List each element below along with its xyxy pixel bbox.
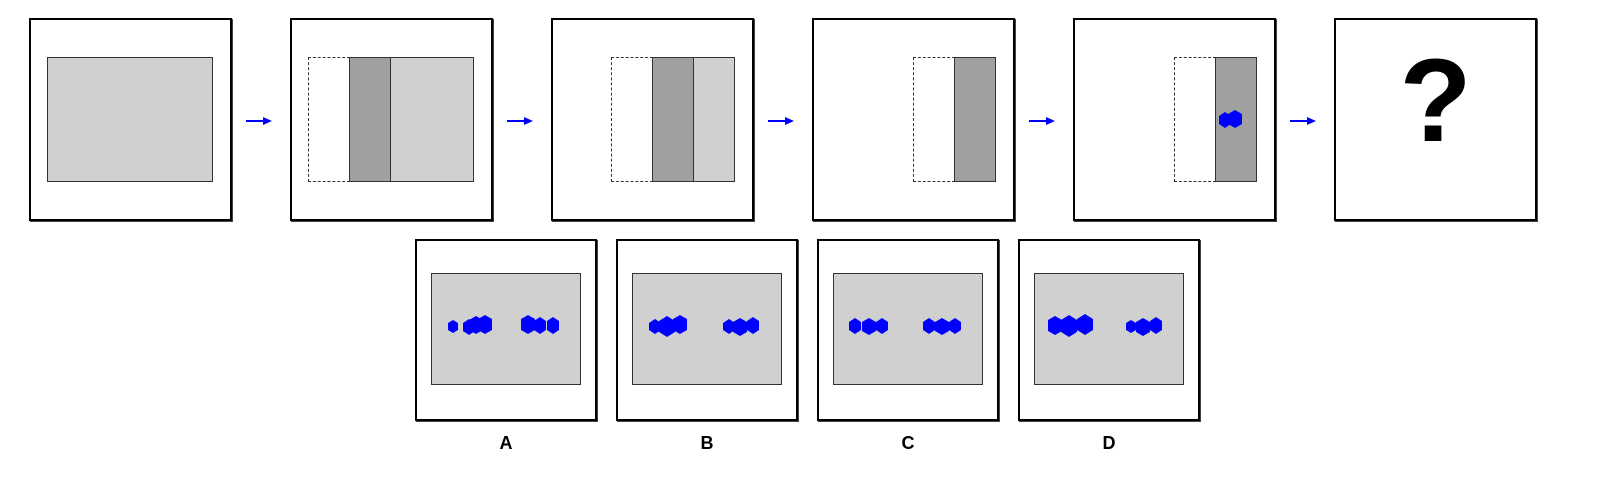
option-c-panel[interactable] xyxy=(817,239,999,421)
option-a-panel[interactable] xyxy=(415,239,597,421)
arrow-icon xyxy=(1029,117,1055,125)
option-c-label: C xyxy=(901,433,915,453)
option-d-label: D xyxy=(1102,433,1116,453)
option-a-label: A xyxy=(499,433,513,453)
arrow-icon xyxy=(768,117,794,125)
paper-sheet xyxy=(390,57,474,182)
option-b-panel[interactable] xyxy=(616,239,798,421)
folded-away-outline xyxy=(611,57,653,182)
question-mark: ? xyxy=(1399,35,1472,167)
option-b-label: B xyxy=(700,433,714,453)
step-5-panel xyxy=(1073,18,1276,221)
arrow-icon xyxy=(246,117,272,125)
step-3-panel xyxy=(551,18,754,221)
hexagon-punch-icon xyxy=(1219,110,1242,128)
hexagon-holes-icon xyxy=(448,315,559,335)
unfolded-paper xyxy=(431,273,581,385)
paper-sheet xyxy=(693,57,735,182)
folded-away-outline xyxy=(308,57,350,182)
folded-flap xyxy=(349,57,391,182)
question-panel: ? xyxy=(1334,18,1537,221)
step-1-panel xyxy=(29,18,232,221)
step-4-panel xyxy=(812,18,1015,221)
folded-flap xyxy=(652,57,694,182)
hexagon-holes-icon xyxy=(849,318,961,335)
unfolded-paper xyxy=(1034,273,1184,385)
option-d-panel[interactable] xyxy=(1018,239,1200,421)
unfolded-paper xyxy=(833,273,983,385)
step-2-panel xyxy=(290,18,493,221)
unfolded-paper xyxy=(632,273,782,385)
paper-sheet xyxy=(47,57,213,182)
folded-flap xyxy=(954,57,996,182)
hexagon-holes-icon xyxy=(649,315,759,337)
arrow-icon xyxy=(507,117,533,125)
arrow-icon xyxy=(1290,117,1316,125)
hexagon-holes-icon xyxy=(1048,314,1162,337)
folded-away-outline xyxy=(1174,57,1216,182)
folded-away-outline xyxy=(913,57,955,182)
